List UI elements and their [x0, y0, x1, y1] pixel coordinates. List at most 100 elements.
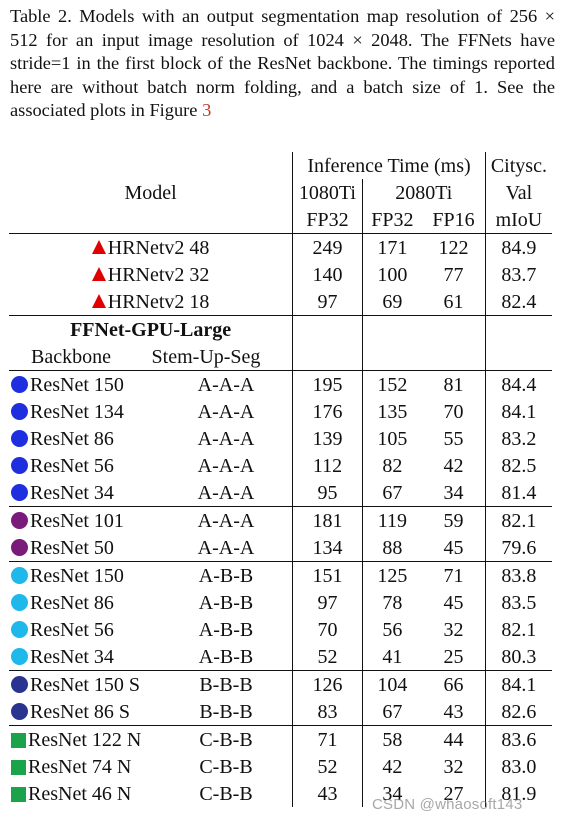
- header-inference-time: Inference Time (ms): [292, 152, 486, 179]
- time-2080ti-fp16: 81: [422, 370, 486, 398]
- model-name: ResNet 86 S: [30, 700, 130, 723]
- model-name-wrap: ResNet 150: [11, 563, 171, 589]
- table-row: ResNet 150 A-B-B 151 125 71 83.8: [9, 561, 552, 589]
- stem-up-seg-header: Stem-Up-Seg: [151, 345, 261, 368]
- table-row: ResNet 134 A-A-A 176 135 70 84.1: [9, 398, 552, 425]
- model-cell: ResNet 150 S B-B-B: [9, 670, 293, 698]
- time-2080ti-fp32: 88: [361, 534, 423, 562]
- model-cell: ResNet 101 A-A-A: [9, 506, 293, 534]
- model-name: ResNet 150 S: [30, 673, 140, 696]
- circle-marker-icon: [11, 483, 28, 501]
- table-row: ResNet 86 A-A-A 139 105 55 83.2: [9, 425, 552, 452]
- cityscapes-miou: 81.9: [484, 780, 552, 807]
- stem-up-seg-value: B-B-B: [199, 700, 253, 723]
- table-row: HRNetv2 18 97 69 61 82.4: [9, 288, 552, 316]
- time-2080ti-fp32: 34: [361, 780, 423, 807]
- header-row-3: FP32 FP32 FP16 mIoU: [9, 206, 552, 234]
- circle-marker-icon: [11, 402, 28, 420]
- time-2080ti-fp16: 43: [443, 700, 464, 723]
- time-2080ti-fp32: 104: [361, 670, 423, 698]
- red-triangle-marker-icon: [91, 293, 106, 308]
- time-2080ti-fp16: 71: [422, 561, 486, 589]
- table-caption: Table 2. Models with an output segmentat…: [10, 5, 555, 123]
- model-cell: ResNet 34 A-B-B: [9, 643, 293, 671]
- time-2080ti-fp16: 59: [422, 506, 486, 534]
- time-2080ti-fp16: 32: [443, 755, 464, 778]
- stem-up-seg-value: A-B-B: [198, 645, 254, 668]
- time-1080ti-fp32: 249: [292, 233, 363, 261]
- time-2080ti-fp16: 77: [443, 263, 464, 286]
- model-name-wrap: ResNet 34: [11, 644, 171, 670]
- model-name: ResNet 74 N: [28, 755, 132, 778]
- time-2080ti-fp16: 32: [443, 618, 464, 641]
- time-1080ti-fp32: 97: [292, 589, 363, 616]
- ffnet-subheader-row: Backbone Stem-Up-Seg: [9, 343, 552, 371]
- time-2080ti-fp32: 78: [361, 589, 423, 616]
- time-2080ti-fp32: 82: [361, 452, 423, 479]
- circle-marker-icon: [11, 566, 28, 584]
- time-2080ti-fp32: 135: [361, 398, 423, 425]
- time-1080ti-fp32: 139: [292, 425, 363, 452]
- time-1080ti-fp32: 181: [292, 506, 363, 534]
- stem-up-seg-value: A-B-B: [198, 564, 254, 587]
- model-name-wrap: ResNet 56: [11, 453, 171, 479]
- time-2080ti-fp16: 70: [443, 400, 464, 423]
- model-name-wrap: ResNet 150: [11, 372, 171, 398]
- model-name-wrap: ResNet 86: [11, 426, 171, 452]
- stem-up-seg-value: B-B-B: [199, 673, 253, 696]
- time-2080ti-fp16: 27: [443, 782, 464, 805]
- header-fp32-1080: FP32: [292, 206, 363, 234]
- table-row: ResNet 34 A-A-A 95 67 34 81.4: [9, 479, 552, 507]
- time-1080ti-fp32: 43: [292, 780, 363, 807]
- table-row: ResNet 86 A-B-B 97 78 45 83.5: [9, 589, 552, 616]
- model-name-wrap: ResNet 134: [11, 399, 171, 425]
- model-cell: ResNet 56 A-B-B: [9, 616, 293, 643]
- stem-up-seg-value: A-B-B: [198, 591, 254, 614]
- square-marker-icon: [11, 759, 26, 775]
- model-name-wrap: ResNet 101: [11, 508, 171, 534]
- model-name: ResNet 134: [30, 400, 124, 423]
- model-cell: ResNet 74 N C-B-B: [9, 753, 293, 780]
- cityscapes-miou: 83.0: [484, 753, 552, 780]
- model-name-wrap: ResNet 150 S: [11, 672, 171, 698]
- time-1080ti-fp32: 151: [292, 561, 363, 589]
- ffnet-subheader: Backbone Stem-Up-Seg: [9, 343, 293, 371]
- time-2080ti-fp32: 67: [361, 698, 423, 726]
- cityscapes-miou: 79.6: [484, 534, 552, 562]
- stem-up-seg-value: A-B-B: [198, 618, 254, 641]
- header-2080ti: 2080Ti: [361, 179, 486, 206]
- time-2080ti-fp32: 42: [361, 753, 423, 780]
- stem-up-seg-value: A-A-A: [197, 373, 255, 396]
- model-name: ResNet 50: [30, 536, 114, 559]
- circle-marker-icon: [11, 511, 28, 529]
- time-2080ti-fp16: 34: [443, 481, 464, 504]
- time-2080ti-fp32: 152: [361, 370, 423, 398]
- model-cell: ResNet 150 A-A-A: [9, 370, 293, 398]
- empty-cell: [422, 343, 485, 371]
- model-cell: ResNet 46 N C-B-B: [9, 780, 293, 807]
- square-marker-icon: [11, 786, 26, 802]
- time-2080ti-fp16: 44: [422, 725, 486, 753]
- time-1080ti-fp32: 71: [292, 725, 363, 753]
- figure-reference-link[interactable]: 3: [202, 100, 212, 121]
- model-cell: HRNetv2 48: [9, 233, 293, 261]
- model-name-wrap: ResNet 46 N: [11, 781, 171, 807]
- stem-up-seg-value: A-A-A: [197, 400, 255, 423]
- model-name-wrap: ResNet 50: [11, 535, 171, 561]
- model-name-wrap: ResNet 34: [11, 480, 171, 506]
- header-row-1: Inference Time (ms) Citysc.: [9, 152, 552, 179]
- model-name: ResNet 101: [30, 509, 124, 532]
- cityscapes-miou: 82.1: [484, 506, 552, 534]
- time-1080ti-fp32: 112: [292, 452, 363, 479]
- time-2080ti-fp16: 45: [443, 536, 464, 559]
- cityscapes-miou: 84.9: [484, 233, 552, 261]
- model-name: ResNet 34: [30, 481, 114, 504]
- model-name-wrap: ResNet 86 S: [11, 699, 171, 725]
- ffnet-group-title: FFNet-GPU-Large: [9, 315, 293, 343]
- model-name: ResNet 122 N: [28, 728, 142, 751]
- model-name: ResNet 150: [30, 564, 124, 587]
- model-cell: ResNet 122 N C-B-B: [9, 725, 293, 753]
- model-name-wrap: ResNet 56: [11, 617, 171, 643]
- model-cell: HRNetv2 18: [9, 288, 293, 316]
- circle-marker-icon: [11, 620, 28, 638]
